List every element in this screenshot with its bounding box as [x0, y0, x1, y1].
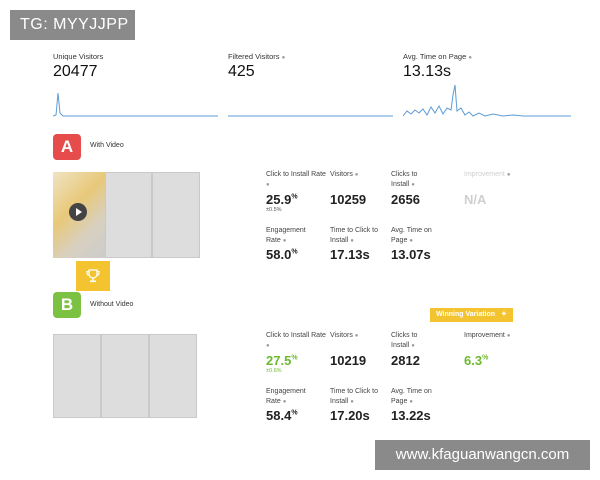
metric-value-improvement: N/A: [464, 192, 487, 207]
info-icon: ●: [468, 55, 472, 61]
tag-overlay: TG: MYYJJPP: [10, 10, 135, 40]
summary-label: Avg. Time on Page ●: [403, 52, 472, 61]
sparkline-avg-time: [403, 84, 571, 117]
metric-label-clicks: Clicks to Install ●: [391, 171, 418, 188]
trophy-icon: [86, 269, 100, 283]
play-icon[interactable]: [69, 203, 87, 221]
variant-b-badge: B: [53, 292, 81, 318]
screenshot-thumbnail: [152, 172, 200, 258]
info-icon: ●: [506, 333, 511, 339]
variant-a-badge: A: [53, 134, 81, 160]
metric-value-visitors: 10259: [330, 192, 367, 207]
metric-label-time-to-click: Time to Click to Install ●: [330, 388, 378, 405]
info-icon: ●: [282, 399, 287, 405]
metric-label-visitors: Visitors ●: [330, 332, 359, 339]
metric-value-ctr: 27.5%: [266, 353, 298, 368]
metric-label-improvement: Improvement ●: [464, 171, 511, 178]
sparkline-filtered-visitors: [228, 115, 393, 117]
summary-value: 20477: [53, 63, 98, 80]
metric-value-engagement: 58.0%: [266, 247, 298, 262]
metric-value-improvement: 6.3%: [464, 353, 489, 368]
summary-filtered-visitors: Filtered Visitors ● 425: [228, 52, 393, 117]
summary-value: 425: [228, 63, 255, 80]
metric-label-improvement: Improvement ●: [464, 332, 511, 339]
metric-label-avg-time: Avg. Time on Page ●: [391, 227, 432, 244]
variant-a-name: With Video: [90, 142, 124, 149]
metric-value-visitors: 10219: [330, 353, 367, 368]
metric-value-time-to-click: 17.13s: [330, 247, 370, 262]
info-icon: ●: [266, 182, 270, 188]
metric-value-ctr: 25.9%: [266, 192, 298, 207]
screenshot-thumbnail: [149, 334, 197, 418]
info-icon: ●: [281, 55, 286, 61]
metric-label-ctr: Click to Install Rate ●: [266, 332, 326, 349]
info-icon: ●: [282, 238, 287, 244]
winning-variation-badge: Winning Variation ✦: [430, 308, 513, 322]
metric-label-time-to-click: Time to Click to Install ●: [330, 227, 378, 244]
variant-b-name: Without Video: [90, 301, 134, 308]
info-icon: ●: [411, 343, 415, 349]
summary-avg-time: Avg. Time on Page ● 13.13s: [403, 52, 571, 117]
video-thumbnail[interactable]: [53, 172, 105, 258]
metric-margin-ctr: ±0.6%: [266, 368, 282, 374]
info-icon: ●: [350, 238, 354, 244]
info-icon: ●: [409, 238, 413, 244]
info-icon: ●: [411, 182, 415, 188]
info-icon: ●: [409, 399, 413, 405]
metric-label-engagement: Engagement Rate ●: [266, 388, 306, 405]
metric-value-clicks: 2656: [391, 192, 420, 207]
bulb-icon: ✦: [501, 311, 507, 318]
metric-value-clicks: 2812: [391, 353, 420, 368]
info-icon: ●: [354, 333, 359, 339]
metric-label-visitors: Visitors ●: [330, 171, 359, 178]
summary-label: Unique Visitors: [53, 52, 104, 61]
metric-value-avg-time: 13.07s: [391, 247, 431, 262]
metric-value-engagement: 58.4%: [266, 408, 298, 423]
screenshot-thumbnail: [53, 334, 101, 418]
summary-label: Filtered Visitors ●: [228, 52, 286, 61]
metric-label-engagement: Engagement Rate ●: [266, 227, 306, 244]
info-icon: ●: [266, 343, 270, 349]
summary-unique-visitors: Unique Visitors 20477: [53, 52, 218, 117]
metric-margin-ctr: ±0.5%: [266, 207, 282, 213]
screenshot-thumbnail: [101, 334, 149, 418]
summary-value: 13.13s: [403, 63, 452, 80]
info-icon: ●: [350, 399, 354, 405]
trophy-badge: [76, 261, 110, 291]
sparkline-unique-visitors: [53, 92, 218, 117]
metric-label-ctr: Click to Install Rate ●: [266, 171, 326, 188]
screenshot-thumbnail: [105, 172, 152, 258]
metric-value-time-to-click: 17.20s: [330, 408, 370, 423]
metric-label-clicks: Clicks to Install ●: [391, 332, 418, 349]
metric-label-avg-time: Avg. Time on Page ●: [391, 388, 432, 405]
url-overlay: www.kfaguanwangcn.com: [375, 440, 590, 470]
info-icon: ●: [354, 172, 359, 178]
metric-value-avg-time: 13.22s: [391, 408, 431, 423]
info-icon: ●: [506, 172, 511, 178]
